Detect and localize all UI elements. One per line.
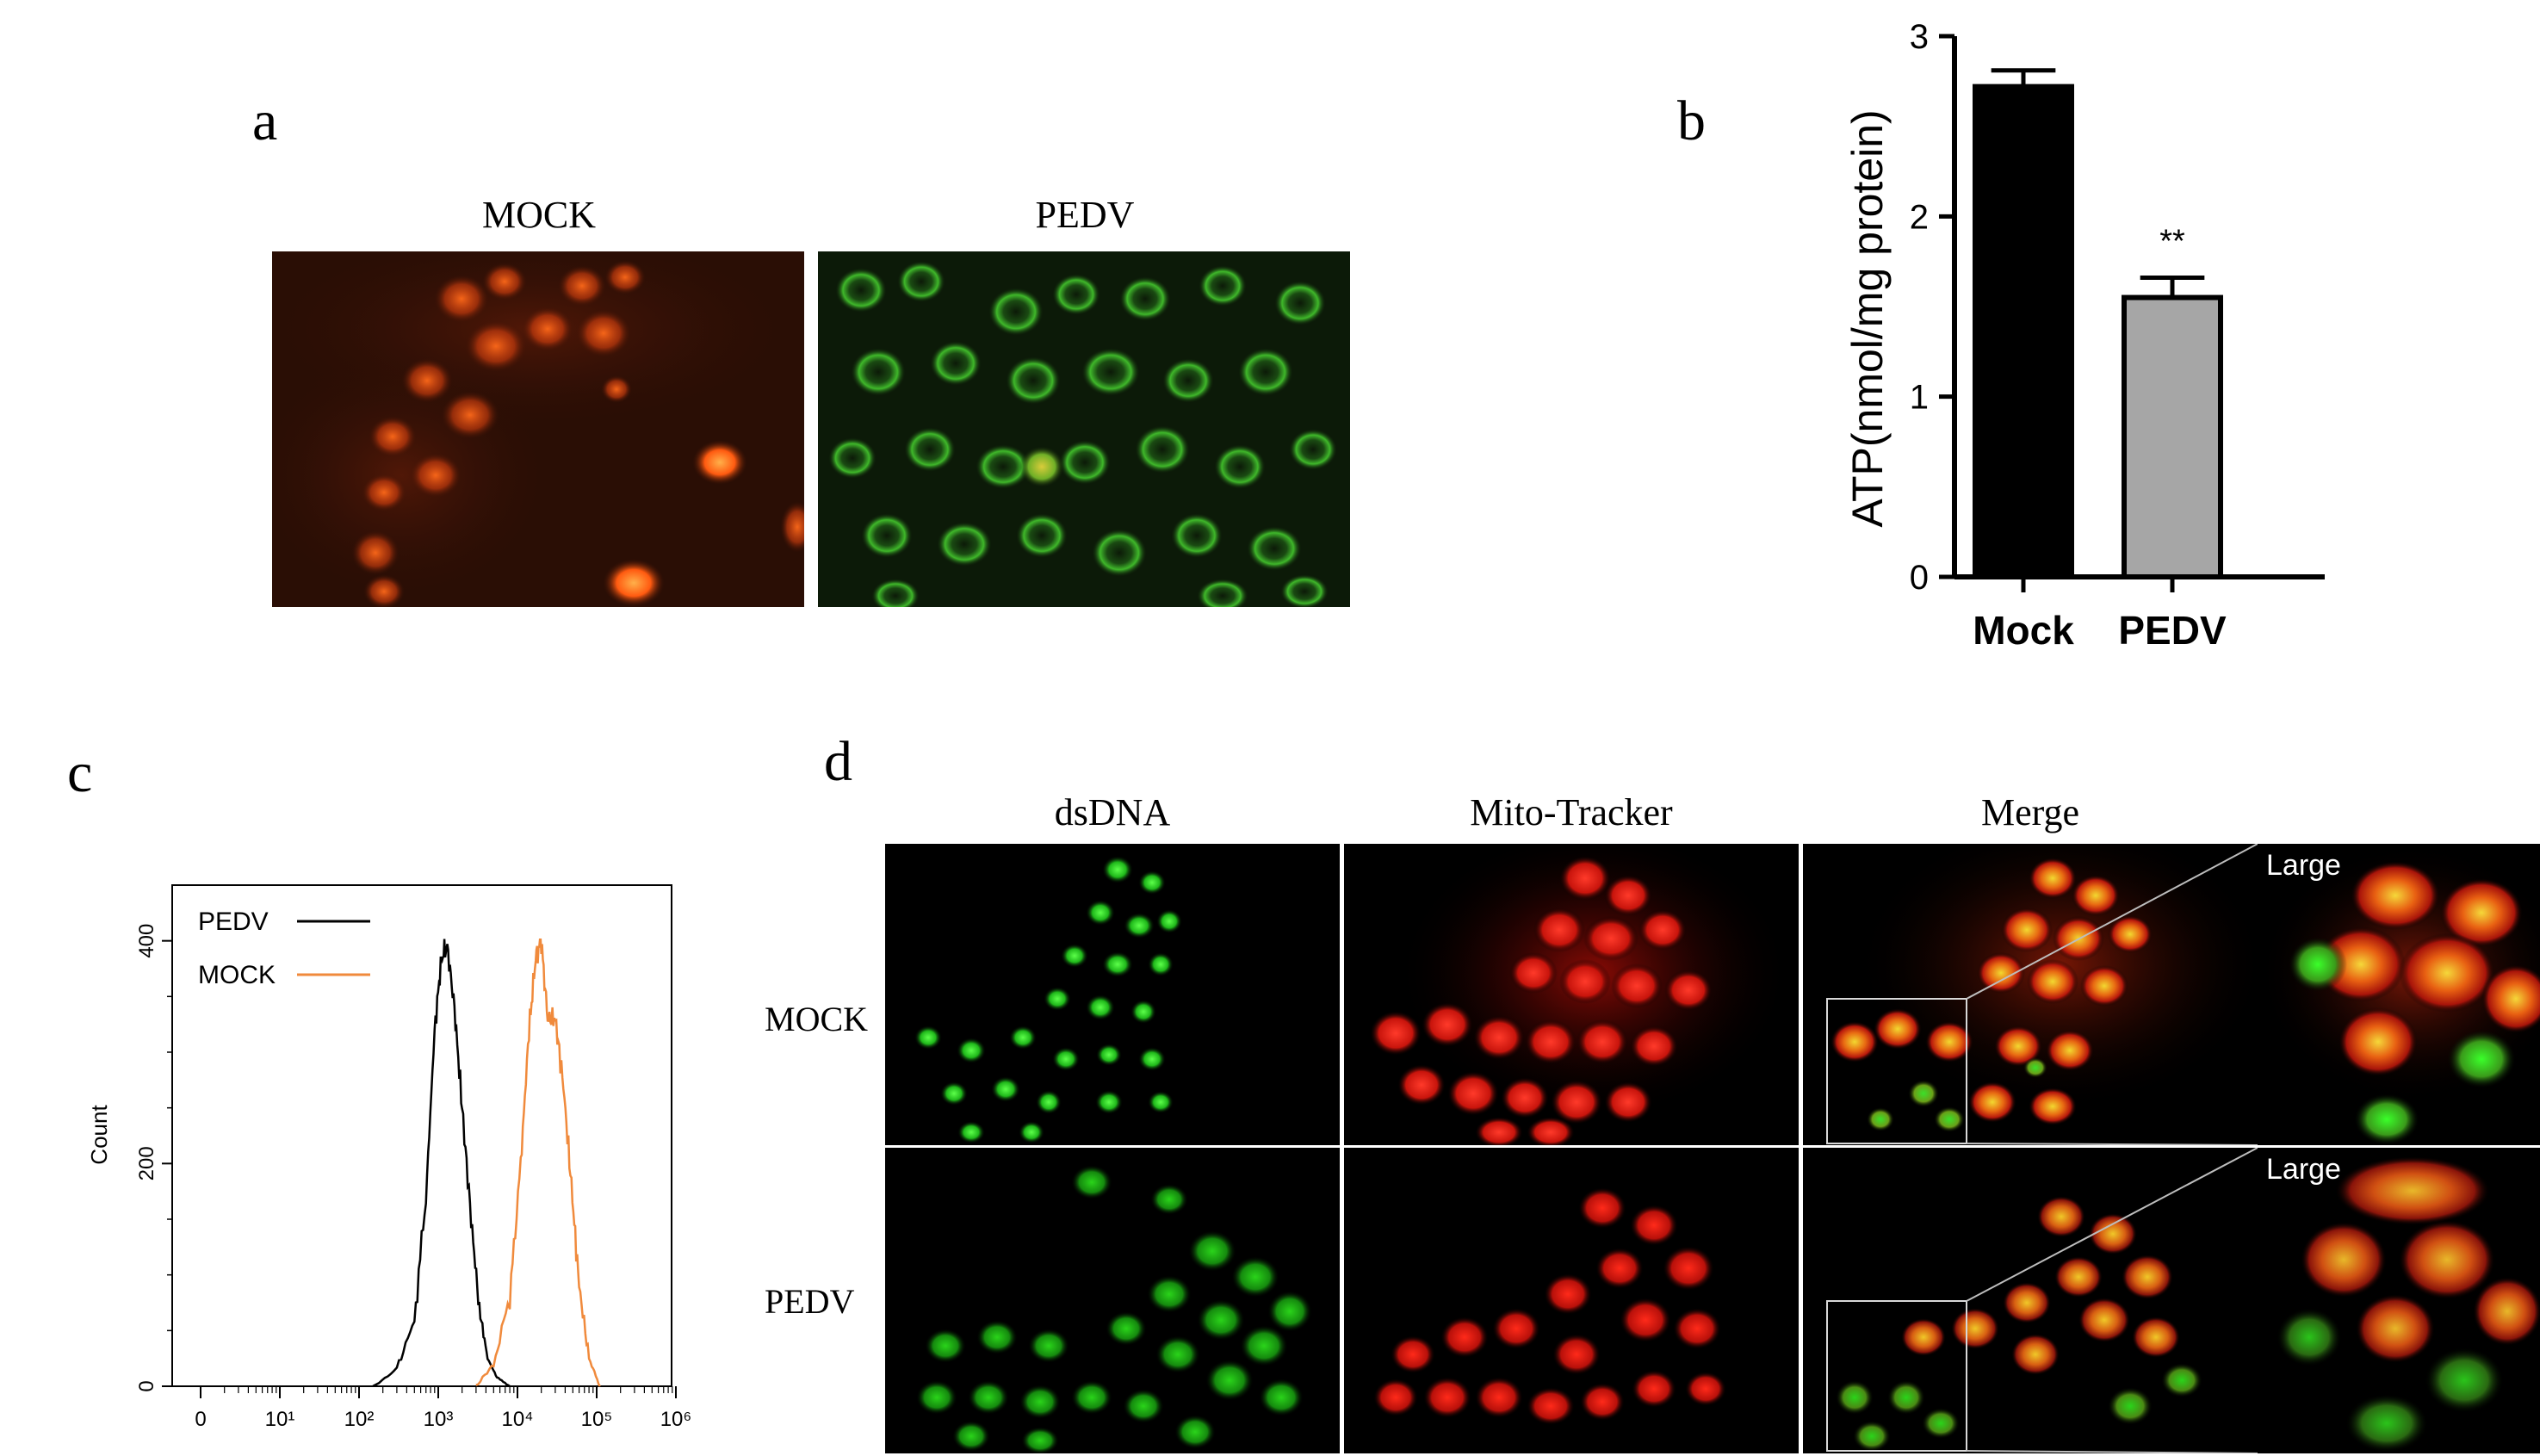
b-significance-marker: **	[2159, 224, 2185, 260]
panel-c-histogram: Count 0 200 400 0 10¹ 10² 10³ 10⁴ 10⁵ 10⁶ PEDV MOC…	[86, 884, 692, 1431]
b-y-tick-label: 3	[1910, 18, 1929, 56]
panel-d-pedv-mito	[1344, 1148, 1799, 1453]
b-y-tick-label: 1	[1910, 379, 1929, 417]
panel-d-letter: d	[824, 730, 852, 793]
panel-d-mock-merge	[1803, 844, 2258, 1145]
panel-d-row-label-pedv: PEDV	[765, 1282, 855, 1321]
c-plot-frame	[171, 884, 672, 1387]
panel-d-title-merge: Merge	[1980, 791, 2080, 833]
c-y-axis-label: Count	[86, 1105, 112, 1165]
c-series-mock	[475, 939, 601, 1387]
panel-d-mock-dsdna	[885, 844, 1340, 1145]
b-category-label: Mock	[1973, 608, 2074, 653]
panel-a-title-pedv: PEDV	[1035, 194, 1135, 236]
panel-c-letter: c	[67, 741, 93, 804]
panel-d-pedv-merge	[1803, 1148, 2258, 1453]
b-y-tick-label: 2	[1910, 198, 1929, 236]
c-x-tick-label: 10³	[424, 1408, 454, 1431]
panel-b-bar-chart: ATP(nmol/mg protein) 0 1 2 3 Mock PEDV **	[1843, 18, 2325, 653]
panel-a-pedv-image	[818, 251, 1350, 607]
b-bar-pedv	[2122, 294, 2223, 579]
panel-d-title-mito: Mito-Tracker	[1470, 791, 1673, 833]
c-x-tick-label: 10⁶	[660, 1408, 692, 1431]
panel-a-title-mock: MOCK	[481, 194, 597, 236]
c-series-pedv	[372, 939, 511, 1388]
panel-a-letter: a	[252, 90, 278, 152]
b-y-tick-label: 0	[1910, 559, 1929, 597]
c-y-tick-label: 200	[135, 1146, 158, 1180]
panel-d-large-label-pedv: Large	[2266, 1153, 2341, 1186]
panel-d-mock-mito	[1344, 844, 1799, 1145]
b-category-label: PEDV	[2118, 608, 2227, 653]
c-legend-label: PEDV	[198, 908, 269, 936]
c-x-tick-label: 10¹	[265, 1408, 295, 1431]
panel-d-mock-large: Large	[2258, 844, 2540, 1145]
c-x-tick-label: 10⁴	[501, 1408, 533, 1431]
c-y-tick-label: 400	[135, 924, 158, 958]
b-bar-mock	[1973, 84, 2074, 579]
panel-d-pedv-dsdna	[885, 1148, 1340, 1453]
c-x-tick-label: 10⁵	[581, 1408, 613, 1431]
panel-a-mock-image	[272, 251, 804, 607]
c-y-tick-label: 0	[135, 1380, 158, 1391]
c-x-tick-label: 10²	[344, 1408, 375, 1431]
c-x-tick-label: 0	[195, 1408, 206, 1431]
c-legend-label: MOCK	[198, 961, 276, 989]
panel-d-large-label-mock: Large	[2266, 849, 2341, 882]
panel-d-row-label-mock: MOCK	[765, 1000, 869, 1038]
b-y-axis-label: ATP(nmol/mg protein)	[1843, 109, 1892, 527]
panel-b-letter: b	[1677, 90, 1706, 152]
panel-d-pedv-large: Large	[2258, 1148, 2540, 1453]
panel-d-title-dsdna: dsDNA	[1054, 791, 1171, 833]
